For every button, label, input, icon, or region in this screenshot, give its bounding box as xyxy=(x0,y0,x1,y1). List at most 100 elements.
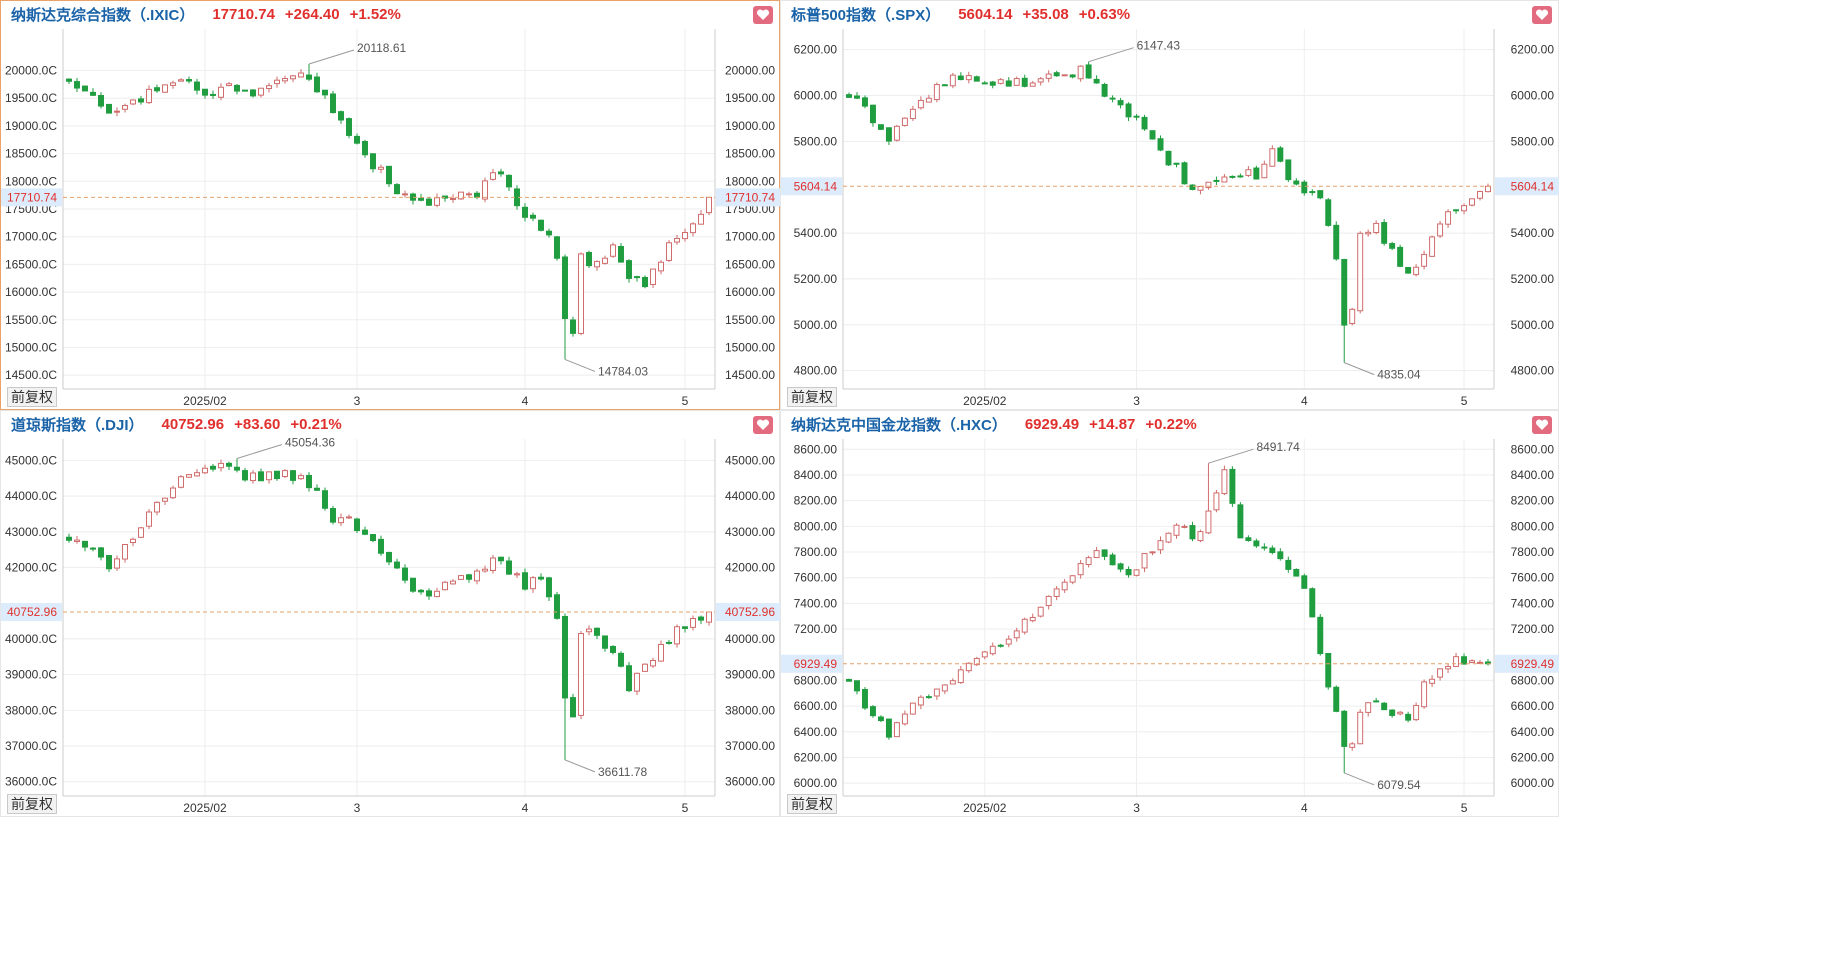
current-price-label-right: 40752.96 xyxy=(725,605,775,619)
favorite-button[interactable] xyxy=(753,416,773,434)
y-tick-label-right: 17000.00 xyxy=(725,230,775,244)
y-tick-label-right: 5200.00 xyxy=(1511,272,1555,286)
y-tick-label-left: 8000.00 xyxy=(794,519,838,533)
index-name[interactable]: 标普500指数（.SPX） xyxy=(791,6,941,24)
candlestick-chart[interactable]: 6200.00 6200.00 6000.00 6000.00 5800.00 5800.… xyxy=(781,1,1560,411)
candle-body xyxy=(1205,181,1212,189)
y-tick-label-right: 5800.00 xyxy=(1511,134,1555,148)
y-tick-label-right: 7800.00 xyxy=(1511,545,1555,559)
plot-area[interactable] xyxy=(843,29,1494,389)
candle-body xyxy=(917,99,924,109)
y-tick-label-left: 7600.00 xyxy=(794,571,838,585)
candle-body xyxy=(1093,550,1100,559)
candlestick-chart[interactable]: 20000.0C 20000.00 19500.0C 19500.00 19000.0C… xyxy=(1,1,781,411)
candle-body xyxy=(973,657,980,666)
candle-body xyxy=(1341,258,1348,326)
candle-body xyxy=(1021,77,1028,87)
chart-panel-ixic[interactable]: 纳斯达克综合指数（.IXIC） 17710.74 +264.40 +1.52% … xyxy=(0,0,780,410)
candle-body xyxy=(634,672,640,692)
y-tick-label-right: 8600.00 xyxy=(1511,442,1555,456)
candle-body xyxy=(426,590,432,597)
candle-body xyxy=(418,589,424,593)
candle-body xyxy=(925,97,932,103)
candle-body xyxy=(186,474,192,478)
index-name[interactable]: 纳斯达克中国金龙指数（.HXC） xyxy=(791,416,1007,434)
candle-body xyxy=(530,214,536,219)
candle-body xyxy=(1445,665,1452,670)
y-tick-label-left: 6800.00 xyxy=(794,673,838,687)
y-tick-label-left: 18000.0C xyxy=(5,174,57,188)
current-price-box-right xyxy=(1495,654,1559,673)
y-tick-label-left: 36000.0C xyxy=(5,775,57,789)
candle-body xyxy=(578,633,584,716)
candle-body xyxy=(1405,267,1412,274)
candle-body xyxy=(146,511,152,527)
y-tick-label-right: 7200.00 xyxy=(1511,622,1555,636)
y-tick-label-left: 17000.0C xyxy=(5,230,57,244)
price-adjust-button[interactable]: 前复权 xyxy=(7,387,57,407)
price-adjust-button[interactable]: 前复权 xyxy=(787,794,837,814)
candle-body xyxy=(1221,469,1228,495)
x-tick-label: 5 xyxy=(682,394,689,408)
plot-area[interactable] xyxy=(63,439,715,796)
chart-panel-hxc[interactable]: 纳斯达克中国金龙指数（.HXC） 6929.49 +14.87 +0.22% 8… xyxy=(780,410,1559,817)
plot-area[interactable] xyxy=(843,439,1494,796)
candle-body xyxy=(658,643,664,662)
candle-body xyxy=(1093,78,1100,84)
y-tick-label-left: 43000.0C xyxy=(5,525,57,539)
y-tick-label-right: 6800.00 xyxy=(1511,673,1555,687)
candlestick-chart[interactable]: 45000.0C 45000.00 44000.0C 44000.00 43000.0C… xyxy=(1,411,781,818)
favorite-button[interactable] xyxy=(1532,416,1552,434)
y-tick-label-right: 5000.00 xyxy=(1511,318,1555,332)
candle-body xyxy=(1381,702,1388,711)
x-tick-label: 4 xyxy=(1301,394,1308,408)
candle-body xyxy=(394,184,400,195)
candle-body xyxy=(1277,147,1284,162)
price-adjust-button[interactable]: 前复权 xyxy=(7,794,57,814)
candle-body xyxy=(1053,72,1060,77)
candle-body xyxy=(186,79,192,82)
candle-body xyxy=(570,319,576,334)
candle-body xyxy=(1213,179,1220,182)
panel-header: 纳斯达克中国金龙指数（.HXC） 6929.49 +14.87 +0.22% xyxy=(781,411,1558,437)
candle-body xyxy=(610,244,616,257)
chart-panel-spx[interactable]: 标普500指数（.SPX） 5604.14 +35.08 +0.63% 6200… xyxy=(780,0,1559,410)
favorite-button[interactable] xyxy=(1532,6,1552,24)
y-tick-label-right: 18500.00 xyxy=(725,147,775,161)
candle-body xyxy=(1085,64,1092,79)
price-adjust-button[interactable]: 前复权 xyxy=(787,387,837,407)
candle-body xyxy=(1221,176,1228,183)
candle-body xyxy=(1349,743,1356,748)
candle-body xyxy=(626,260,632,279)
candle-body xyxy=(1109,554,1116,566)
candle-body xyxy=(74,81,80,89)
current-price-label-right: 6929.49 xyxy=(1511,657,1555,671)
candle-body xyxy=(234,466,240,471)
candle-body xyxy=(941,84,948,87)
chart-panel-dji[interactable]: 道琼斯指数（.DJI） 40752.96 +83.60 +0.21% 45000… xyxy=(0,410,780,817)
y-tick-label-right: 16500.00 xyxy=(725,257,775,271)
favorite-button[interactable] xyxy=(753,6,773,24)
candlestick-chart[interactable]: 8600.00 8600.00 8400.00 8400.00 8200.00 8200.… xyxy=(781,411,1560,818)
x-tick-label: 3 xyxy=(1133,801,1140,815)
candle-body xyxy=(1349,308,1356,324)
candle-body xyxy=(178,476,184,488)
candle-body xyxy=(1077,563,1084,576)
index-name[interactable]: 道琼斯指数（.DJI） xyxy=(11,416,144,434)
candle-body xyxy=(1429,678,1436,684)
candle-body xyxy=(698,616,704,621)
candle-body xyxy=(482,180,488,200)
y-tick-label-right: 5400.00 xyxy=(1511,226,1555,240)
candle-body xyxy=(666,242,672,261)
candle-body xyxy=(194,81,200,91)
y-tick-label-left: 8600.00 xyxy=(794,442,838,456)
candle-body xyxy=(1013,630,1020,639)
y-tick-label-right: 38000.00 xyxy=(725,703,775,717)
candle-body xyxy=(194,472,200,477)
candle-body xyxy=(885,127,892,142)
index-name[interactable]: 纳斯达克综合指数（.IXIC） xyxy=(11,6,195,24)
candle-body xyxy=(1317,190,1324,199)
candle-body xyxy=(1437,223,1444,237)
candle-body xyxy=(1253,167,1260,180)
candle-body xyxy=(386,165,392,185)
